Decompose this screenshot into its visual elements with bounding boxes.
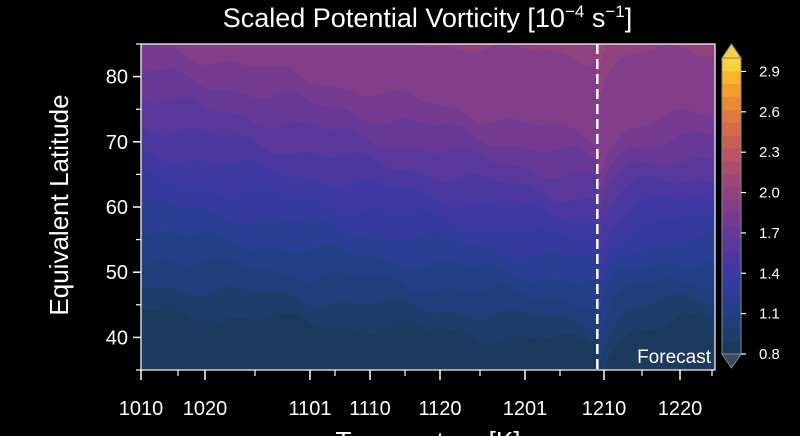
colorbar-segment [722, 263, 741, 278]
y-tick-label: 60 [106, 197, 128, 219]
contour-band [141, 39, 715, 44]
contour-band [141, 39, 715, 44]
colorbar-tick-label: 2.0 [759, 185, 780, 202]
contour-band [141, 39, 715, 44]
colorbar-segment [722, 148, 741, 162]
colorbar-segment [722, 341, 741, 355]
colorbar-segment [722, 238, 741, 252]
colorbar-extend-max [721, 43, 742, 59]
colorbar-segment [722, 160, 741, 175]
colorbar-segment [722, 225, 741, 239]
x-tick-label: 1101 [288, 398, 331, 420]
x-tick-label: 1010 [119, 398, 164, 420]
colorbar-segment [722, 186, 741, 201]
colorbar: 0.8 1.1 1.4 1.7 2.0 2.3 2.6 2.9 [721, 43, 780, 369]
contour-band [141, 39, 715, 44]
colorbar-segment [722, 109, 741, 123]
contour-band [141, 44, 715, 62]
colorbar-segment [722, 135, 741, 149]
colorbar-segment [722, 122, 741, 136]
colorbar-segment [722, 199, 741, 213]
contour-band [141, 44, 715, 175]
colorbar-tick-label: 0.8 [759, 346, 780, 363]
x-tick-label: 1220 [658, 398, 703, 420]
colorbar-segment [722, 315, 741, 329]
contour-band [141, 39, 715, 44]
colorbar-tick-label: 2.9 [759, 63, 780, 80]
colorbar-extend-min [721, 353, 742, 369]
colorbar-segment [722, 70, 741, 85]
x-tick-label: 1210 [582, 398, 627, 420]
x-tick-label: 1201 [503, 398, 548, 420]
colorbar-segment [722, 83, 741, 98]
colorbar-segment [722, 251, 741, 265]
y-tick-label: 40 [106, 327, 128, 349]
x-tick-label: 1020 [183, 398, 228, 420]
colorbar-segment [722, 328, 741, 342]
colorbar-tick-label: 2.6 [759, 104, 780, 121]
chart-title: Scaled Potential Vorticity [10−4 s−1] [222, 2, 633, 33]
contour-band [141, 39, 715, 44]
x-tick-label: 1110 [349, 398, 391, 420]
colorbar-frame [721, 57, 742, 355]
colorbar-segment [722, 173, 741, 188]
y-tick-label: 50 [106, 262, 128, 284]
forecast-label: Forecast [637, 347, 712, 368]
contour-band [141, 39, 715, 44]
contour-band [141, 39, 715, 44]
colorbar-tick-label: 1.1 [759, 306, 780, 323]
x-axis-label: Temperature [K] [336, 426, 521, 436]
colorbar-segment [722, 276, 741, 291]
y-tick-label: 70 [106, 132, 128, 154]
colorbar-segment [722, 302, 741, 316]
colorbar-segment [722, 58, 741, 72]
x-tick-label: 1120 [418, 398, 461, 420]
colorbar-segment [722, 289, 741, 304]
contour-band [141, 39, 715, 44]
contour-field [141, 39, 715, 370]
colorbar-segment [722, 212, 741, 226]
colorbar-tick-label: 1.4 [759, 265, 780, 282]
y-tick-label: 80 [106, 67, 128, 89]
y-axis-label: Equivalent Latitude [44, 94, 74, 315]
contour-band [141, 44, 715, 95]
colorbar-tick-label: 2.3 [759, 144, 780, 161]
colorbar-segment [722, 96, 741, 110]
colorbar-tick-label: 1.7 [759, 225, 780, 242]
